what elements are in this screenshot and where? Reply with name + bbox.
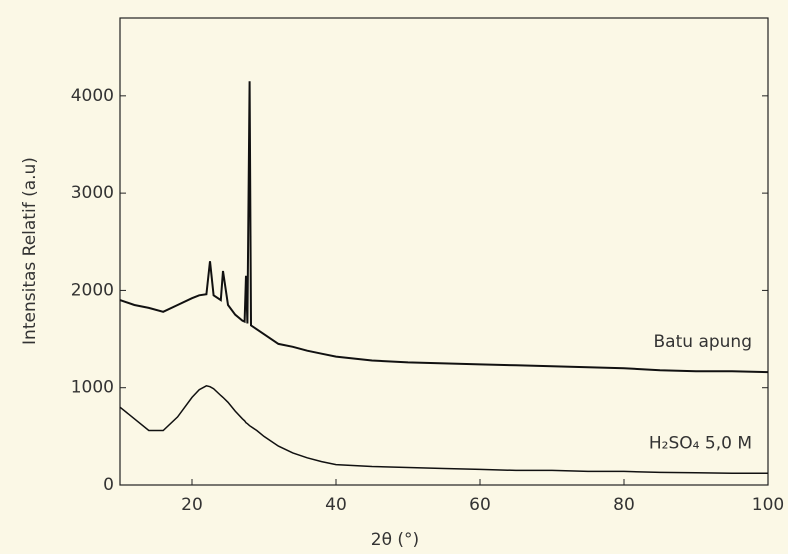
x-axis-label: 2θ (°): [371, 530, 419, 550]
y-tick-label: 3000: [71, 183, 114, 203]
y-tick-label: 1000: [71, 378, 114, 398]
y-tick-label: 0: [103, 475, 114, 495]
x-tick-label: 100: [752, 495, 784, 515]
y-tick-label: 4000: [71, 86, 114, 106]
x-tick-label: 20: [181, 495, 203, 515]
data-line: [120, 386, 768, 474]
x-tick-label: 40: [325, 495, 347, 515]
series-label: Batu apung: [654, 332, 752, 352]
data-line: [120, 81, 768, 372]
series-label: H₂SO₄ 5,0 M: [649, 433, 752, 453]
plot-frame: [120, 18, 768, 485]
x-tick-label: 80: [613, 495, 635, 515]
chart: 2θ (°) Intensitas Relatif (a.u) 0 1000 200…: [0, 0, 788, 554]
y-tick-label: 2000: [71, 280, 114, 300]
y-axis-label: Intensitas Relatif (a.u): [20, 157, 40, 345]
x-tick-label: 60: [469, 495, 491, 515]
